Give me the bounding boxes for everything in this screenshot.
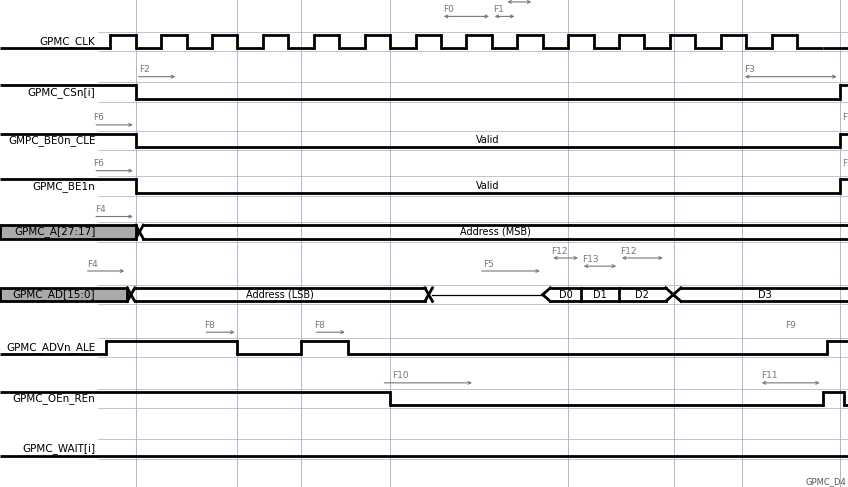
- Text: D3: D3: [757, 290, 772, 300]
- Text: D2: D2: [635, 290, 650, 300]
- Text: F4: F4: [86, 260, 98, 268]
- Text: F0: F0: [443, 5, 454, 14]
- Text: D0: D0: [559, 290, 572, 300]
- Bar: [0, 288, 127, 301]
- Text: F6: F6: [93, 113, 104, 122]
- Text: F12: F12: [621, 246, 637, 256]
- Text: F3: F3: [745, 65, 755, 74]
- Text: GPMC_CLK: GPMC_CLK: [40, 36, 95, 47]
- Text: F4: F4: [95, 205, 106, 214]
- Text: F12: F12: [551, 246, 567, 256]
- Text: GPMC_AD[15:0]: GPMC_AD[15:0]: [13, 289, 95, 300]
- Text: F7: F7: [842, 113, 848, 122]
- Text: F5: F5: [483, 260, 494, 268]
- Text: F8: F8: [204, 321, 215, 330]
- Text: F1: F1: [494, 5, 504, 14]
- Text: F10: F10: [392, 372, 409, 380]
- Text: F8: F8: [315, 321, 326, 330]
- Text: Address (MSB): Address (MSB): [460, 227, 531, 237]
- Text: F2: F2: [139, 65, 150, 74]
- Text: GMPC_BE0n_CLE: GMPC_BE0n_CLE: [8, 135, 95, 146]
- Bar: [0, 225, 136, 239]
- Text: F7: F7: [842, 159, 848, 169]
- Text: F11: F11: [762, 372, 778, 380]
- Text: Address (LSB): Address (LSB): [246, 290, 314, 300]
- Text: Valid: Valid: [476, 135, 499, 145]
- Text: D1: D1: [593, 290, 607, 300]
- Text: GPMC_A[27:17]: GPMC_A[27:17]: [14, 226, 95, 237]
- Text: GPMC_D4: GPMC_D4: [805, 477, 846, 486]
- Text: F6: F6: [93, 159, 104, 169]
- Text: F13: F13: [582, 255, 599, 264]
- Text: GPMC_OEn_REn: GPMC_OEn_REn: [13, 393, 95, 404]
- Text: GPMC_ADVn_ALE: GPMC_ADVn_ALE: [6, 342, 95, 353]
- Text: GPMC_BE1n: GPMC_BE1n: [33, 181, 95, 191]
- Text: F9: F9: [785, 321, 796, 330]
- Text: Valid: Valid: [476, 181, 499, 191]
- Text: GPMC_CSn[i]: GPMC_CSn[i]: [28, 87, 95, 97]
- Text: GPMC_WAIT[i]: GPMC_WAIT[i]: [22, 444, 95, 454]
